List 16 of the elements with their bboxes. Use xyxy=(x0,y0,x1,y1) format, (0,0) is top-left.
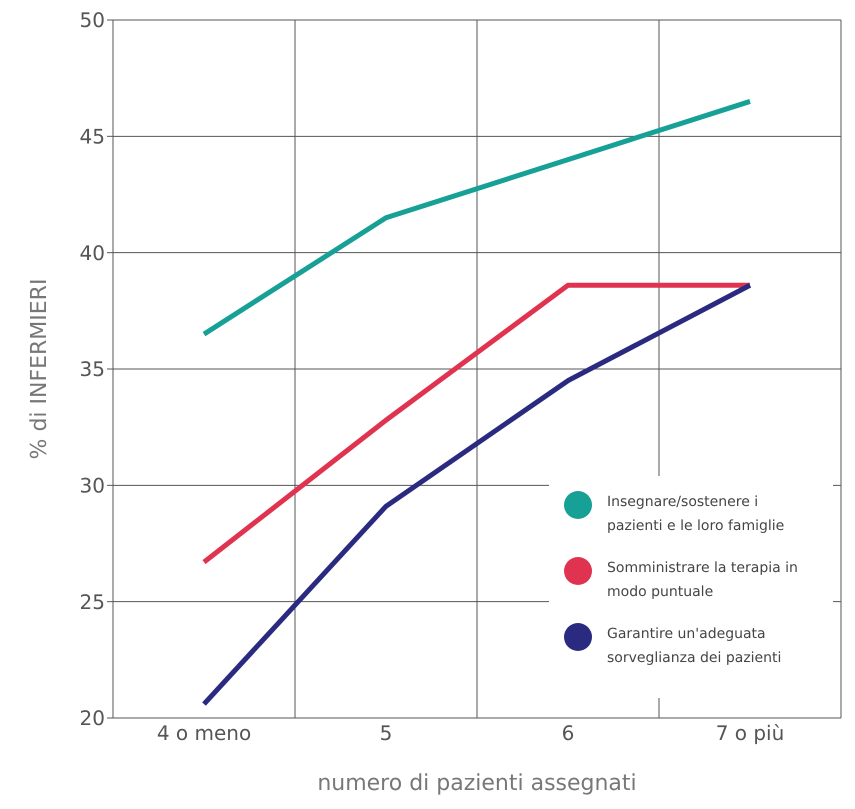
y-tick-label: 25 xyxy=(80,590,105,614)
y-tick-label: 35 xyxy=(80,357,105,382)
y-axis-title: % di INFERMIERI xyxy=(26,278,52,460)
y-tick-label: 50 xyxy=(80,8,105,32)
x-tick-label: 4 o meno xyxy=(156,721,252,746)
y-tick-label: 20 xyxy=(80,706,105,730)
y-tick-label: 40 xyxy=(80,240,105,265)
x-tick-label: 7 o più xyxy=(716,721,784,746)
y-tick-label: 45 xyxy=(80,124,105,148)
legend-label: Insegnare/sostenere i pazienti e le loro famiglie xyxy=(607,493,786,536)
y-tick-label: 30 xyxy=(80,473,105,498)
legend-label: Somministrare la terapia in modo puntuale xyxy=(607,559,799,602)
x-tick-label: 6 xyxy=(562,721,574,746)
x-axis-title: numero di pazienti assegnati xyxy=(317,771,637,796)
legend-label: Garantire un'adeguata sorveglianza dei pazienti xyxy=(607,625,782,668)
x-tick-label: 5 xyxy=(380,721,392,746)
